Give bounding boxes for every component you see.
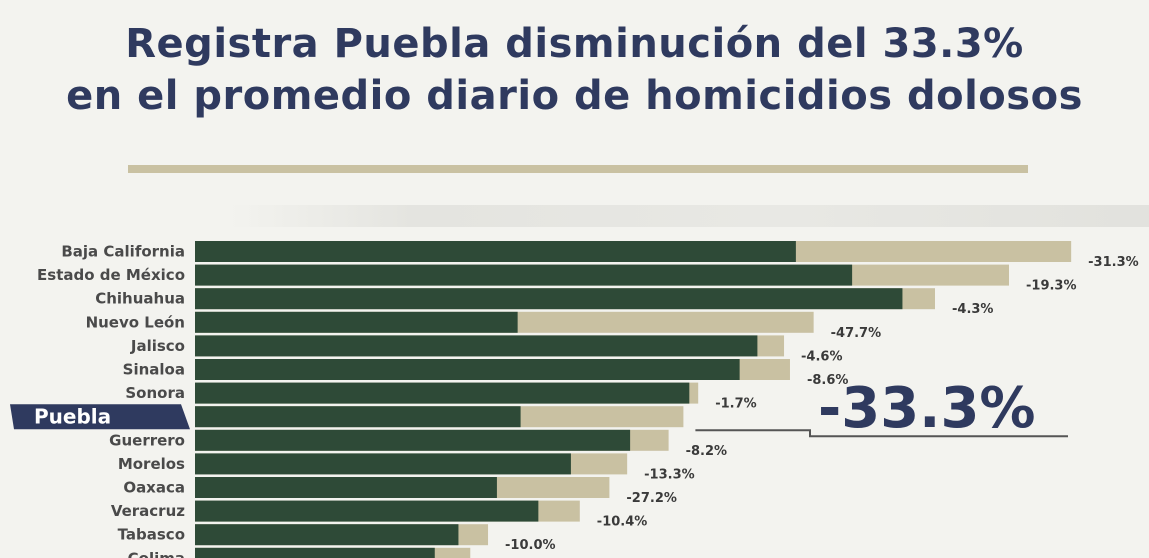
chart-title: Registra Puebla disminución del 33.3% en… [0, 18, 1149, 122]
bar-current [195, 359, 740, 380]
change-label: -8.2% [686, 444, 727, 459]
category-label: Colima [128, 549, 185, 558]
bar-current [195, 547, 435, 558]
change-label: -4.3% [952, 302, 993, 317]
change-label: -47.7% [831, 326, 882, 341]
bar-current [195, 500, 539, 522]
category-label: Baja California [61, 243, 185, 261]
title-divider [128, 165, 1028, 173]
category-label: Guerrero [109, 431, 185, 449]
bar-current [195, 288, 903, 310]
bar-current [195, 477, 497, 498]
change-label: -8.6% [807, 373, 848, 388]
change-label: -10.4% [597, 515, 648, 530]
category-label: Sinaloa [123, 361, 185, 379]
bar-current [195, 429, 631, 451]
category-label: Tabasco [118, 526, 185, 544]
bar-current [195, 382, 690, 404]
category-label: Puebla [34, 405, 111, 429]
title-line-1: Registra Puebla disminución del 33.3% [125, 21, 1024, 67]
bar-current [195, 453, 571, 475]
category-label: Sonora [125, 384, 185, 402]
bar-current [195, 406, 521, 428]
change-label: -10.0% [505, 538, 556, 553]
callout-line [695, 429, 1068, 438]
category-label: Morelos [118, 455, 185, 473]
bar-current [195, 524, 459, 546]
background-decoration [230, 205, 1149, 227]
bar-current [195, 264, 853, 286]
bar-current [195, 241, 796, 262]
change-label: -4.6% [801, 349, 842, 364]
category-label: Jalisco [130, 337, 185, 355]
change-label: -1.7% [715, 397, 756, 412]
change-label: -13.3% [644, 467, 695, 482]
category-label: Estado de México [37, 266, 185, 284]
bar-current [195, 335, 758, 357]
highlight-value: -33.3% [818, 376, 1036, 441]
category-label: Chihuahua [95, 290, 185, 308]
title-line-2: en el promedio diario de homicidios dolo… [66, 73, 1083, 119]
category-label: Oaxaca [123, 479, 185, 497]
change-label: -27.2% [626, 491, 677, 506]
bar-current [195, 311, 518, 333]
category-label: Veracruz [111, 502, 185, 520]
change-label: -19.3% [1026, 279, 1077, 294]
highlight-tag [10, 404, 190, 430]
change-label: -31.3% [1088, 255, 1139, 270]
category-label: Nuevo León [86, 313, 185, 331]
